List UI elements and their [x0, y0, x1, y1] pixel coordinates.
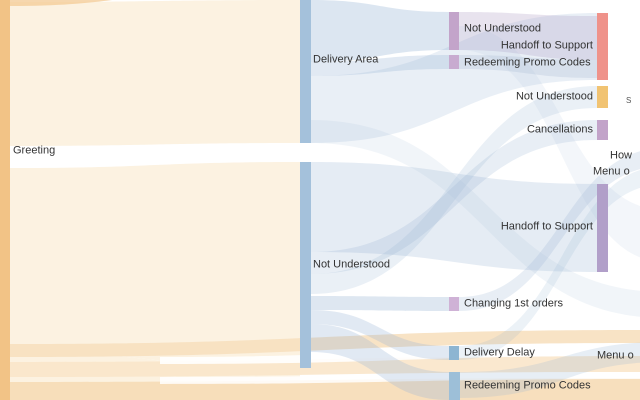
- node-label-changing-1st-orders: Changing 1st orders: [464, 297, 564, 310]
- flow-link[interactable]: [10, 0, 230, 6]
- node-delivery-delay[interactable]: [449, 346, 459, 360]
- flow-link[interactable]: [460, 342, 640, 398]
- node-not-understood-4[interactable]: [597, 86, 608, 108]
- flow-link[interactable]: [160, 345, 640, 364]
- flow-link[interactable]: [10, 0, 300, 146]
- node-label-handoff-support-mid: Handoff to Support: [500, 220, 593, 233]
- node-greeting[interactable]: [0, 0, 10, 400]
- flow-link[interactable]: [311, 162, 597, 272]
- flow-link[interactable]: [311, 13, 597, 143]
- node-label-handoff-support-top: Handoff to Support: [500, 39, 593, 52]
- node-redeeming-promo-bottom[interactable]: [449, 372, 460, 400]
- flow-link[interactable]: [311, 0, 449, 62]
- node-label-cancellations: Cancellations: [526, 123, 593, 136]
- flow-link[interactable]: [10, 330, 640, 357]
- node-handoff-support-top[interactable]: [597, 13, 608, 80]
- node-delivery-area[interactable]: [300, 0, 311, 143]
- node-handoff-support-mid[interactable]: [597, 184, 608, 272]
- flow-link[interactable]: [459, 12, 597, 60]
- flow-link[interactable]: [311, 310, 449, 360]
- node-not-understood-mid[interactable]: [300, 162, 311, 368]
- flow-link[interactable]: [311, 120, 640, 318]
- node-cancellations[interactable]: [597, 120, 608, 140]
- flow-link[interactable]: [459, 166, 640, 360]
- clipped-label: S: [626, 96, 632, 105]
- node-label-not-understood-3: Not Understood: [464, 22, 542, 35]
- clipped-label: Menu o: [597, 349, 634, 362]
- node-label-greeting: Greeting: [13, 144, 56, 157]
- flow-link[interactable]: [311, 324, 449, 400]
- node-label-not-understood-4: Not Understood: [515, 90, 593, 103]
- flow-link[interactable]: [10, 356, 640, 377]
- node-label-not-understood-mid: Not Understood: [313, 258, 391, 271]
- flow-link[interactable]: [311, 86, 597, 294]
- node-label-delivery-delay: Delivery Delay: [464, 346, 535, 359]
- flow-link[interactable]: [311, 55, 449, 76]
- node-label-delivery-area: Delivery Area: [313, 53, 379, 66]
- clipped-label: Menu o: [593, 165, 630, 178]
- node-label-redeeming-promo-top: Redeeming Promo Codes: [464, 56, 591, 69]
- node-changing-1st-orders[interactable]: [449, 297, 459, 311]
- flow-link[interactable]: [160, 372, 640, 384]
- flow-link[interactable]: [10, 162, 300, 368]
- node-not-understood-3[interactable]: [449, 12, 459, 50]
- flow-link[interactable]: [311, 120, 597, 274]
- node-label-redeeming-promo-bottom: Redeeming Promo Codes: [464, 379, 591, 392]
- flow-link[interactable]: [311, 296, 449, 311]
- flow-link[interactable]: [459, 55, 597, 78]
- clipped-label: How: [610, 149, 633, 162]
- flow-link[interactable]: [459, 26, 640, 262]
- node-redeeming-promo-top[interactable]: [449, 55, 459, 69]
- flow-link[interactable]: [459, 148, 640, 311]
